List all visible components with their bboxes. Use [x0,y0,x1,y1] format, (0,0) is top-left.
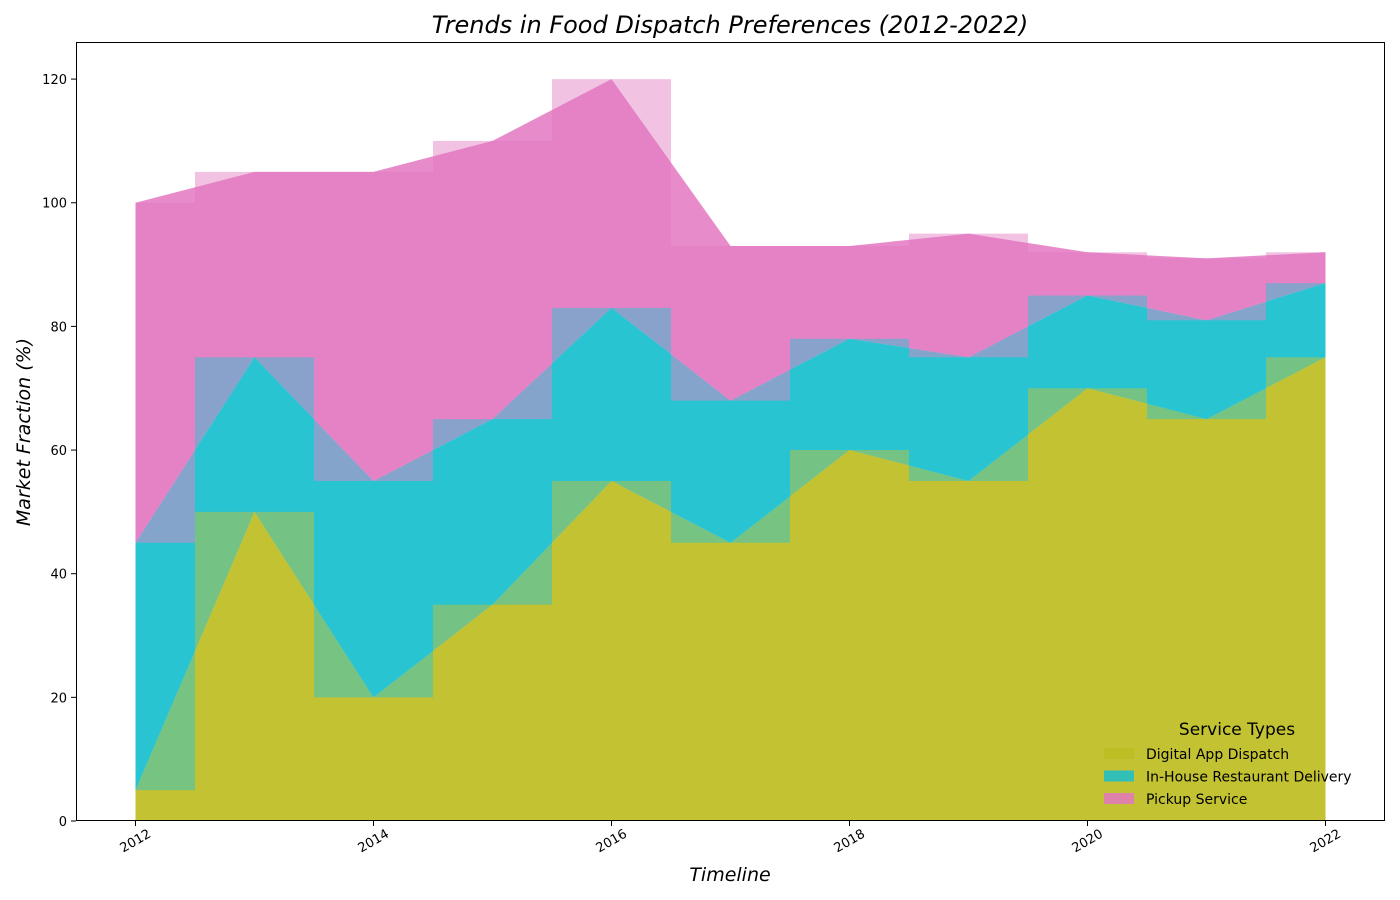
y-tick-label: 40 [50,568,67,583]
legend-label: In-House Restaurant Delivery [1146,770,1352,786]
legend-title: Service Types [1179,720,1295,740]
y-tick-label: 120 [42,73,67,88]
x-tick-label: 2020 [1070,827,1106,857]
y-tick-label: 20 [50,691,67,706]
legend-label: Pickup Service [1146,792,1247,808]
x-tick-label: 2018 [832,827,868,857]
y-tick-label: 100 [42,197,67,212]
area-pickup-service [135,79,1326,543]
legend-swatch [1104,748,1134,759]
legend: Service Types Digital App Dispatch In-Hou… [1104,720,1352,808]
y-tick-label: 60 [50,444,67,459]
y-tick-label: 80 [50,320,67,335]
plot-area [135,79,1326,821]
step-pickup-service [135,79,1326,543]
area-in-house-restaurant-delivery [135,283,1326,791]
y-tick-label: 0 [59,815,67,830]
x-tick-label: 2014 [356,827,392,857]
step-in-house-restaurant-delivery [135,283,1326,791]
plot-frame [76,42,1385,821]
x-tick-label: 2016 [594,827,630,857]
area-digital-app-dispatch [135,357,1326,821]
chart-title: Trends in Food Dispatch Preferences (201… [432,11,1028,39]
y-axis-label: Market Fraction (%) [13,338,35,526]
step-digital-app-dispatch [135,357,1326,821]
x-axis-label: Timeline [689,864,770,886]
x-tick-label: 2012 [118,827,154,857]
legend-label: Digital App Dispatch [1146,747,1289,763]
legend-swatch [1104,770,1134,782]
x-tick-label: 2022 [1308,827,1344,857]
legend-swatch [1104,793,1134,804]
